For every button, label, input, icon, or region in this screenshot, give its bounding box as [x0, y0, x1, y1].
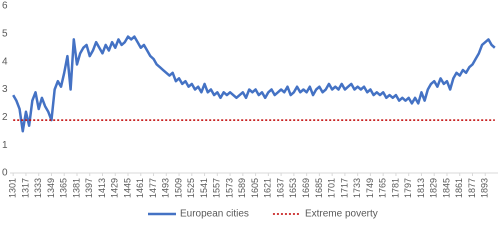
legend-label: European cities: [180, 209, 249, 220]
x-tick-label: 1813: [416, 178, 426, 198]
x-tick-label: 1365: [59, 178, 69, 198]
x-tick-label: 1637: [275, 178, 285, 198]
x-tick-label: 1349: [46, 178, 56, 198]
x-tick-label: 1765: [378, 178, 388, 198]
x-tick-label: 1893: [480, 178, 490, 198]
x-tick-label: 1429: [110, 178, 120, 198]
x-tick-label: 1509: [173, 178, 183, 198]
y-tick-label: 1: [2, 140, 8, 151]
y-tick-label: 5: [2, 28, 8, 39]
x-tick-label: 1445: [122, 178, 132, 198]
x-tick-label: 1573: [224, 178, 234, 198]
x-tick-label: 1413: [97, 178, 107, 198]
x-tick-label: 1749: [365, 178, 375, 198]
x-tick-label: 1653: [288, 178, 298, 198]
y-tick-label: 3: [2, 84, 8, 95]
x-tick-label: 1381: [71, 178, 81, 198]
x-tick-label: 1797: [403, 178, 413, 198]
x-tick-label: 1589: [237, 178, 247, 198]
x-tick-label: 1605: [250, 178, 260, 198]
x-tick-label: 1829: [429, 178, 439, 198]
page: 0 1 2 3 4 5 6 1301 1317 1333 1349 1365 1381 1397 1413 1…: [2, 0, 498, 220]
x-tick-label: 1317: [20, 178, 30, 198]
x-tick-label: 1733: [352, 178, 362, 198]
x-tick-label: 1461: [135, 178, 145, 198]
x-tick-label: 1541: [199, 178, 209, 198]
x-tick-label: 1301: [8, 178, 18, 198]
x-tick-label: 1557: [212, 178, 222, 198]
x-tick-label: 1877: [467, 178, 477, 198]
x-tick-label: 1477: [148, 178, 158, 198]
y-tick-label: 6: [2, 1, 8, 12]
y-tick-label: 0: [2, 168, 8, 179]
y-tick-label: 4: [2, 56, 8, 67]
x-tick-label: 1669: [301, 178, 311, 198]
x-tick-label: 1701: [327, 178, 337, 198]
x-tick-label: 1525: [186, 178, 196, 198]
x-tick-label: 1333: [33, 178, 43, 198]
x-tick-label: 1781: [390, 178, 400, 198]
x-tick-label: 1717: [339, 178, 349, 198]
x-tick-label: 1861: [454, 178, 464, 198]
x-tick-label: 1493: [161, 178, 171, 198]
x-tick-label: 1621: [263, 178, 273, 198]
x-tick-label: 1397: [84, 178, 94, 198]
series-line: [12, 35, 496, 133]
legend-label: Extreme poverty: [305, 209, 378, 220]
x-tick-label: 1845: [441, 178, 451, 198]
x-tick-label: 1685: [314, 178, 324, 198]
y-tick-label: 2: [2, 112, 8, 123]
